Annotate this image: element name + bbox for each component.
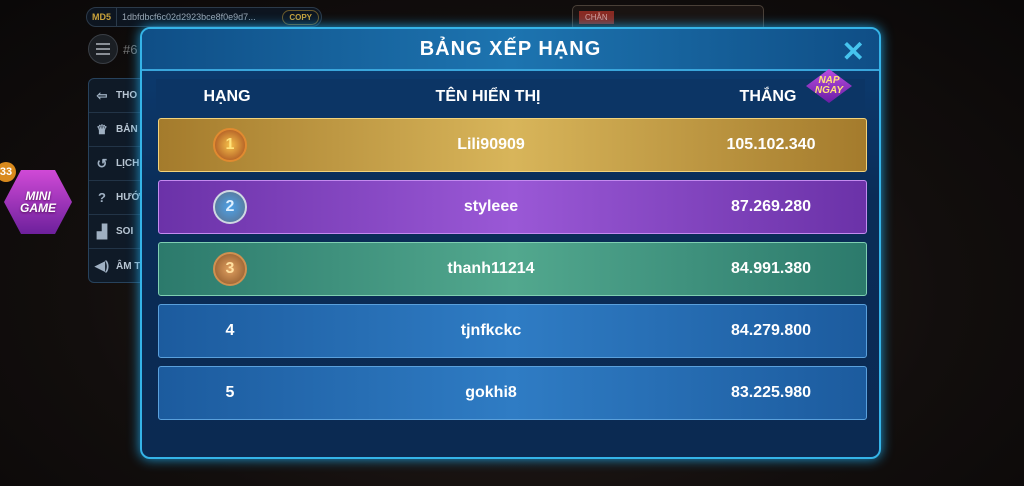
modal-header: BẢNG XẾP HẠNG: [142, 29, 879, 71]
table-row: 1 Lili90909 105.102.340: [158, 118, 867, 172]
column-headers: HẠNG TÊN HIỂN THỊ THẮNG NẠP NGAY: [156, 69, 865, 115]
gold-medal-icon: 1: [213, 128, 247, 162]
modal-title: BẢNG XẾP HẠNG: [419, 37, 602, 60]
column-wins: THẮNG: [739, 88, 797, 105]
menu-button[interactable]: [88, 34, 118, 64]
leaderboard-modal: BẢNG XẾP HẠNG ✕ HẠNG TÊN HIỂN THỊ THẮNG …: [140, 27, 881, 459]
history-icon: ↺: [96, 155, 108, 171]
silver-medal-icon: 2: [213, 190, 247, 224]
column-name: TÊN HIỂN THỊ: [435, 88, 541, 105]
table-row: 2 styleee 87.269.280: [158, 180, 867, 234]
player-rank: 5: [225, 384, 235, 401]
bronze-medal-icon: 3: [213, 252, 247, 286]
player-rank: 4: [225, 322, 235, 339]
player-wins: 84.991.380: [730, 260, 812, 277]
menu-item-sound[interactable]: ◀) ÂM T: [94, 258, 141, 273]
table-row: 3 thanh11214 84.991.380: [158, 242, 867, 296]
player-name: tjnfkckc: [460, 322, 522, 339]
table-row: 5 gokhi8 83.225.980: [158, 366, 867, 420]
menu-item-leaderboard[interactable]: ♛ BẢN: [89, 113, 147, 147]
menu-item-history[interactable]: ↺ LỊCH: [89, 147, 147, 181]
close-icon[interactable]: ✕: [841, 36, 865, 67]
column-rank: HẠNG: [203, 88, 251, 105]
player-wins: 87.269.280: [730, 198, 812, 215]
menu-item-logout[interactable]: ⇦ THO: [89, 79, 147, 113]
player-name: gokhi8: [465, 384, 517, 401]
player-wins: 84.279.800: [730, 322, 812, 339]
chart-icon: ▟: [97, 223, 107, 239]
player-name: Lili90909: [457, 136, 525, 153]
mini-game-button[interactable]: MINI GAME: [4, 170, 72, 234]
session-id: #6: [123, 42, 138, 57]
player-name: styleee: [463, 198, 519, 215]
md5-hash: 1dbfdbcf6c02d2923bce8f0e9d7...: [122, 12, 256, 22]
chan-label: CHẴN: [579, 11, 614, 24]
player-name: thanh11214: [447, 260, 535, 277]
menu-item-stats[interactable]: ▟ SOI: [89, 215, 147, 249]
help-icon: ?: [98, 190, 106, 205]
player-wins: 83.225.980: [730, 384, 812, 401]
table-row: 4 tjnfkckc 84.279.800: [158, 304, 867, 358]
mini-game-badge: 33: [0, 162, 16, 182]
md5-bar: MD5 1dbfdbcf6c02d2923bce8f0e9d7... COPY: [86, 7, 322, 27]
logout-icon: ⇦: [96, 87, 108, 103]
trophy-icon: ♛: [96, 121, 108, 137]
sound-icon: ◀): [94, 258, 110, 273]
side-menu: ⇦ THO ♛ BẢN ↺ LỊCH ? HƯỚ ▟ SOI ◀) ÂM T: [88, 78, 148, 283]
player-wins: 105.102.340: [726, 136, 816, 153]
md5-label: MD5: [87, 8, 118, 26]
result-board: CHẴN: [572, 5, 764, 31]
copy-button[interactable]: COPY: [282, 9, 319, 25]
menu-item-help[interactable]: ? HƯỚ: [89, 181, 147, 215]
